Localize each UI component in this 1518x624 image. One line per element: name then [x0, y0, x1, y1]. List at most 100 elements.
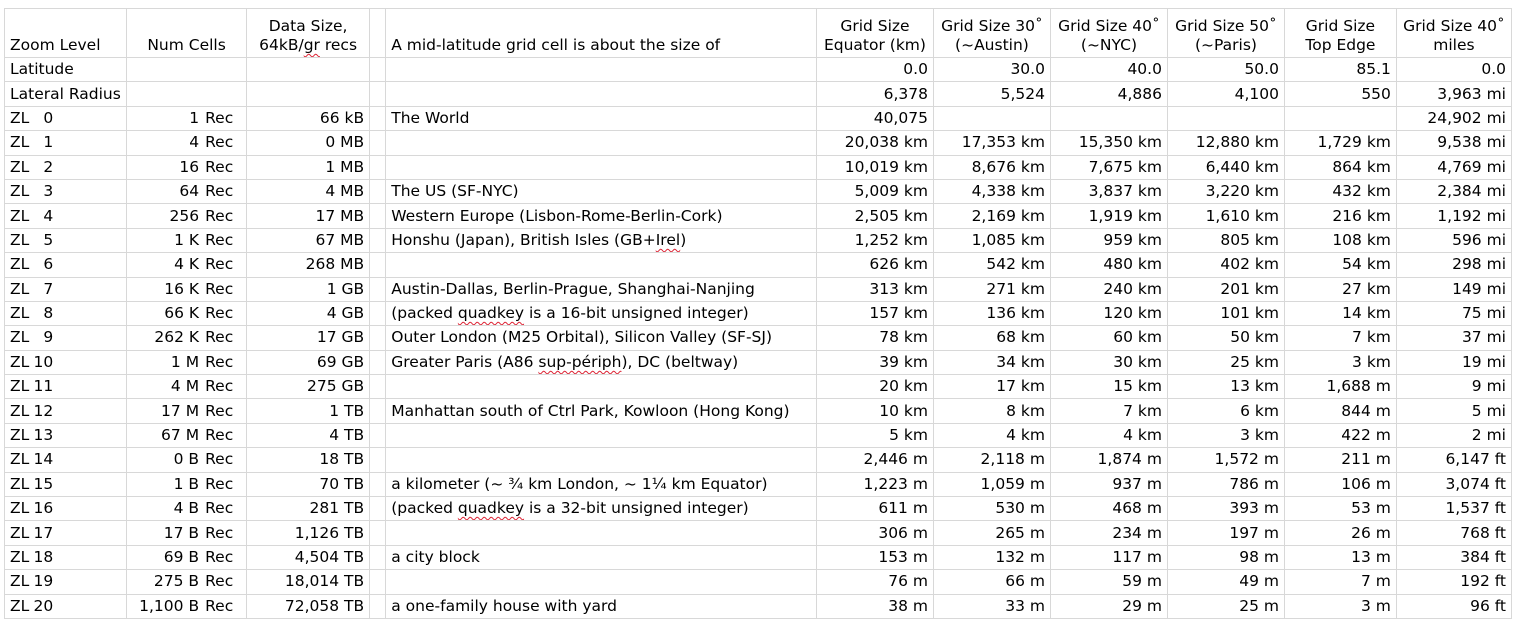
col-header-miles[interactable]: Grid Size 40˚ miles	[1395, 8, 1513, 58]
cell[interactable]: 4 GB	[246, 300, 371, 327]
cell[interactable]: 2,169 km	[932, 203, 1051, 229]
cell[interactable]: 18,014 TB	[246, 569, 371, 595]
cell[interactable]: 201 km	[1166, 276, 1285, 302]
cell[interactable]: 38 m	[815, 593, 934, 619]
cell[interactable]: 275 GB	[246, 374, 371, 400]
cell[interactable]: 33 m	[932, 593, 1051, 619]
cell[interactable]: 149 mi	[1395, 276, 1513, 302]
cell[interactable]: 844 m	[1283, 398, 1397, 424]
cell[interactable]: Austin-Dallas, Berlin-Prague, Shanghai-N…	[385, 276, 817, 302]
cell[interactable]: 0.0	[1395, 56, 1513, 83]
cell[interactable]: 1,874 m	[1049, 447, 1168, 473]
cell[interactable]: (packed quadkey is a 32-bit unsigned int…	[385, 496, 817, 522]
cell[interactable]: 50.0	[1166, 56, 1285, 83]
cell[interactable]: 24,902 mi	[1395, 105, 1513, 132]
cell[interactable]	[385, 447, 817, 473]
cell[interactable]: 49 m	[1166, 569, 1285, 595]
cell[interactable]: 1 M Rec	[126, 349, 248, 376]
cell[interactable]: ZL 3	[3, 178, 128, 205]
cell[interactable]: 15 km	[1049, 374, 1168, 400]
cell[interactable]: 64 Rec	[126, 178, 248, 205]
cell[interactable]: 29 m	[1049, 593, 1168, 619]
cell[interactable]: 16 K Rec	[126, 276, 248, 302]
cell[interactable]: Latitude	[3, 56, 128, 83]
cell[interactable]: 1,537 ft	[1395, 496, 1513, 522]
cell[interactable]	[385, 81, 817, 107]
cell[interactable]: 1,126 TB	[246, 520, 371, 546]
cell[interactable]	[369, 471, 387, 498]
cell[interactable]: 4 TB	[246, 422, 371, 449]
cell[interactable]	[385, 569, 817, 595]
cell[interactable]	[369, 325, 387, 351]
cell[interactable]: 60 km	[1049, 325, 1168, 351]
cell[interactable]: ZL 18	[3, 544, 128, 571]
cell[interactable]: 53 m	[1283, 496, 1397, 522]
cell[interactable]	[385, 520, 817, 546]
col-header-num-cells[interactable]: Num Cells	[126, 8, 248, 58]
cell[interactable]: 25 km	[1166, 349, 1285, 376]
cell[interactable]: 281 TB	[246, 496, 371, 522]
cell[interactable]: 40,075	[815, 105, 934, 132]
cell[interactable]: 10,019 km	[815, 154, 934, 180]
cell[interactable]	[369, 422, 387, 449]
cell[interactable]: 30.0	[932, 56, 1051, 83]
cell[interactable]: ZL 0	[3, 105, 128, 132]
cell[interactable]: 153 m	[815, 544, 934, 571]
cell[interactable]: 3,074 ft	[1395, 471, 1513, 498]
cell[interactable]: 17 B Rec	[126, 520, 248, 546]
cell[interactable]: 9,538 mi	[1395, 130, 1513, 156]
cell[interactable]	[369, 227, 387, 254]
cell[interactable]: 4,338 km	[932, 178, 1051, 205]
cell[interactable]: 211 m	[1283, 447, 1397, 473]
cell[interactable]: 117 m	[1049, 544, 1168, 571]
cell[interactable]: ZL 12	[3, 398, 128, 424]
cell[interactable]: 4 B Rec	[126, 496, 248, 522]
cell[interactable]: 106 m	[1283, 471, 1397, 498]
cell[interactable]	[385, 422, 817, 449]
cell[interactable]: Lateral Radius	[3, 81, 128, 107]
cell[interactable]: 611 m	[815, 496, 934, 522]
cell[interactable]	[369, 544, 387, 571]
cell[interactable]: 5 km	[815, 422, 934, 449]
cell[interactable]: 240 km	[1049, 276, 1168, 302]
cell[interactable]: 17,353 km	[932, 130, 1051, 156]
cell[interactable]: 2 mi	[1395, 422, 1513, 449]
cell[interactable]: 937 m	[1049, 471, 1168, 498]
cell[interactable]: (packed quadkey is a 16-bit unsigned int…	[385, 300, 817, 327]
cell[interactable]: 15,350 km	[1049, 130, 1168, 156]
cell[interactable]: 39 km	[815, 349, 934, 376]
cell[interactable]: 12,880 km	[1166, 130, 1285, 156]
cell[interactable]: 402 km	[1166, 252, 1285, 278]
cell[interactable]: The World	[385, 105, 817, 132]
cell[interactable]: 1,100 B Rec	[126, 593, 248, 619]
cell[interactable]: 67 M Rec	[126, 422, 248, 449]
cell[interactable]	[369, 374, 387, 400]
cell[interactable]: 1,572 m	[1166, 447, 1285, 473]
cell[interactable]: 197 m	[1166, 520, 1285, 546]
cell[interactable]: 37 mi	[1395, 325, 1513, 351]
cell[interactable]: ZL 4	[3, 203, 128, 229]
cell[interactable]: 3,220 km	[1166, 178, 1285, 205]
cell[interactable]: ZL 10	[3, 349, 128, 376]
cell[interactable]: 76 m	[815, 569, 934, 595]
cell[interactable]	[369, 398, 387, 424]
cell[interactable]	[369, 203, 387, 229]
cell[interactable]: 234 m	[1049, 520, 1168, 546]
cell[interactable]: 959 km	[1049, 227, 1168, 254]
cell[interactable]: 4 K Rec	[126, 252, 248, 278]
cell[interactable]: ZL 1	[3, 130, 128, 156]
cell[interactable]: 40.0	[1049, 56, 1168, 83]
cell[interactable]: 78 km	[815, 325, 934, 351]
cell[interactable]: 20 km	[815, 374, 934, 400]
cell[interactable]: 306 m	[815, 520, 934, 546]
cell[interactable]: 34 km	[932, 349, 1051, 376]
cell[interactable]	[369, 81, 387, 107]
cell[interactable]: 216 km	[1283, 203, 1397, 229]
cell[interactable]: 530 m	[932, 496, 1051, 522]
cell[interactable]: 10 km	[815, 398, 934, 424]
cell[interactable]: 1 MB	[246, 154, 371, 180]
cell[interactable]: 70 TB	[246, 471, 371, 498]
cell[interactable]: 2,118 m	[932, 447, 1051, 473]
cell[interactable]	[369, 349, 387, 376]
cell[interactable]: 3 km	[1283, 349, 1397, 376]
